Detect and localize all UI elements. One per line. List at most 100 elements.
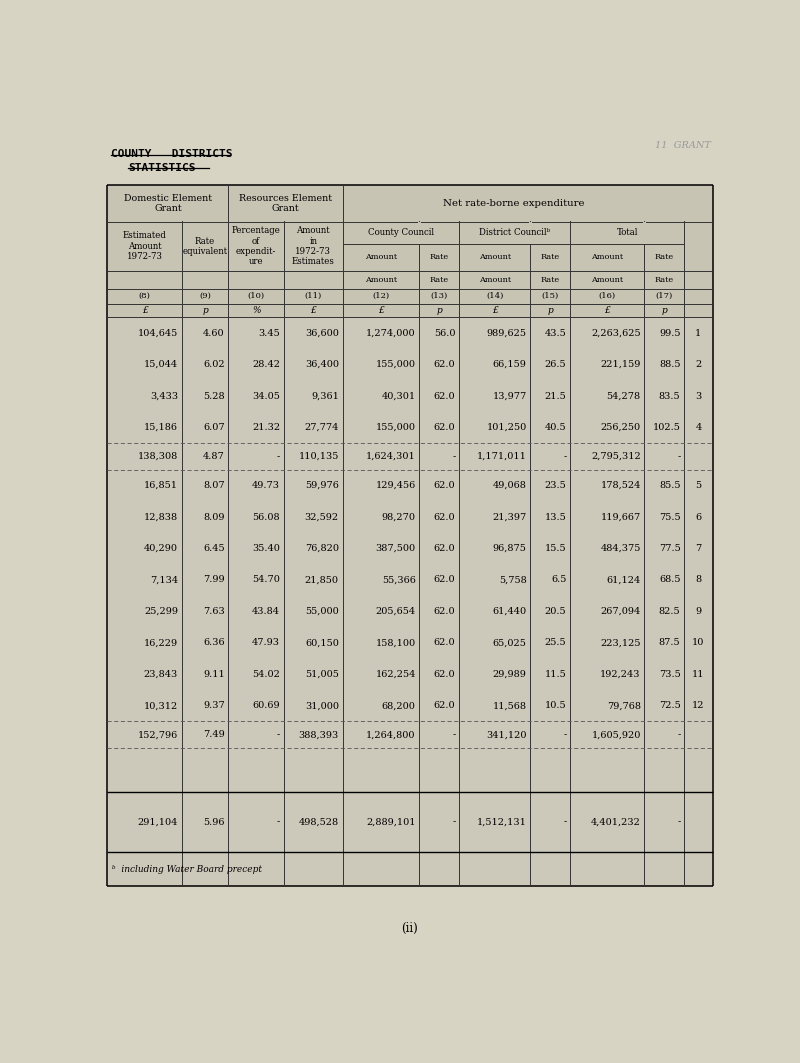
Text: 54,278: 54,278 [606, 391, 641, 401]
Text: 101,250: 101,250 [486, 423, 526, 432]
Text: 62.0: 62.0 [434, 512, 455, 522]
Text: 54.70: 54.70 [252, 575, 280, 585]
Text: 5,758: 5,758 [499, 575, 526, 585]
Text: Total: Total [616, 229, 638, 237]
Text: 40.5: 40.5 [545, 423, 566, 432]
Text: Rate: Rate [654, 253, 674, 261]
Text: COUNTY   DISTRICTS: COUNTY DISTRICTS [111, 149, 233, 158]
Text: 387,500: 387,500 [376, 544, 416, 553]
Text: 73.5: 73.5 [658, 670, 681, 679]
Text: 23,843: 23,843 [144, 670, 178, 679]
Text: -: - [277, 730, 280, 740]
Text: 2,263,625: 2,263,625 [591, 328, 641, 338]
Text: 8.09: 8.09 [203, 512, 225, 522]
Text: 6: 6 [695, 512, 702, 522]
Text: (8): (8) [138, 292, 150, 300]
Text: (16): (16) [598, 292, 616, 300]
Text: 40,290: 40,290 [144, 544, 178, 553]
Text: 3,433: 3,433 [150, 391, 178, 401]
Text: -: - [563, 452, 566, 461]
Text: 13.5: 13.5 [545, 512, 566, 522]
Text: 12,838: 12,838 [144, 512, 178, 522]
Text: 96,875: 96,875 [493, 544, 526, 553]
Text: 16,851: 16,851 [144, 482, 178, 490]
Text: 388,393: 388,393 [298, 730, 339, 740]
Text: (9): (9) [199, 292, 211, 300]
Text: 162,254: 162,254 [375, 670, 416, 679]
Text: 11.5: 11.5 [545, 670, 566, 679]
Text: 484,375: 484,375 [600, 544, 641, 553]
Text: 5.28: 5.28 [203, 391, 225, 401]
Text: 3: 3 [695, 391, 702, 401]
Text: 59,976: 59,976 [305, 482, 339, 490]
Text: -: - [678, 730, 681, 740]
Bar [180, 186, 184, 221]
Text: 6.02: 6.02 [203, 360, 225, 369]
Text: 68.5: 68.5 [659, 575, 681, 585]
Text: 1,171,011: 1,171,011 [477, 452, 526, 461]
Text: 15,186: 15,186 [144, 423, 178, 432]
Text: (14): (14) [486, 292, 503, 300]
Text: 104,645: 104,645 [138, 328, 178, 338]
Text: £: £ [142, 306, 147, 315]
Text: (11): (11) [305, 292, 322, 300]
Text: 16,229: 16,229 [144, 639, 178, 647]
Text: 10.5: 10.5 [545, 702, 566, 710]
Text: 341,120: 341,120 [486, 730, 526, 740]
Text: 4: 4 [695, 423, 702, 432]
Text: 98,270: 98,270 [382, 512, 416, 522]
Text: 31,000: 31,000 [305, 702, 339, 710]
Text: 1,264,800: 1,264,800 [366, 730, 416, 740]
Text: 2,889,101: 2,889,101 [366, 817, 416, 827]
Text: ᵇ  including Water Board precept: ᵇ including Water Board precept [112, 864, 262, 874]
Text: (15): (15) [542, 292, 559, 300]
Text: 62.0: 62.0 [434, 360, 455, 369]
Text: -: - [563, 817, 566, 827]
Text: Net rate-borne expenditure: Net rate-borne expenditure [442, 199, 584, 207]
Text: Amount: Amount [365, 275, 397, 284]
Text: 1: 1 [695, 328, 702, 338]
Text: 6.5: 6.5 [551, 575, 566, 585]
Text: %: % [252, 306, 261, 315]
Text: 21,397: 21,397 [493, 512, 526, 522]
Text: (ii): (ii) [402, 922, 418, 934]
Text: 62.0: 62.0 [434, 544, 455, 553]
Text: Amount
in
1972-73
Estimates: Amount in 1972-73 Estimates [292, 226, 334, 267]
Text: Amount: Amount [478, 253, 511, 261]
Text: 129,456: 129,456 [375, 482, 416, 490]
Text: 5.96: 5.96 [203, 817, 225, 827]
Text: 1,274,000: 1,274,000 [366, 328, 416, 338]
Text: 47.93: 47.93 [252, 639, 280, 647]
Text: 83.5: 83.5 [659, 391, 681, 401]
Text: £: £ [310, 306, 316, 315]
Text: 62.0: 62.0 [434, 391, 455, 401]
Text: 56.0: 56.0 [434, 328, 455, 338]
Text: Estimated
Amount
1972-73: Estimated Amount 1972-73 [122, 232, 166, 261]
Text: £: £ [378, 306, 384, 315]
Text: 989,625: 989,625 [486, 328, 526, 338]
Text: 205,654: 205,654 [376, 607, 416, 615]
Text: p: p [202, 306, 208, 315]
Text: 62.0: 62.0 [434, 423, 455, 432]
Text: Rate: Rate [541, 253, 560, 261]
Text: 119,667: 119,667 [601, 512, 641, 522]
Text: 43.5: 43.5 [545, 328, 566, 338]
Text: 3.45: 3.45 [258, 328, 280, 338]
Text: 9,361: 9,361 [311, 391, 339, 401]
Text: 11  GRANT: 11 GRANT [655, 141, 710, 151]
Bar [568, 186, 572, 221]
Text: 155,000: 155,000 [376, 423, 416, 432]
Text: 8: 8 [695, 575, 702, 585]
Text: -: - [678, 452, 681, 461]
Text: 35.40: 35.40 [252, 544, 280, 553]
Text: 223,125: 223,125 [600, 639, 641, 647]
Text: County Council: County Council [368, 229, 434, 237]
Text: 110,135: 110,135 [298, 452, 339, 461]
Text: -: - [277, 817, 280, 827]
Text: 49.73: 49.73 [252, 482, 280, 490]
Text: 11,568: 11,568 [493, 702, 526, 710]
Text: Rate: Rate [654, 275, 674, 284]
Text: 62.0: 62.0 [434, 482, 455, 490]
Text: 65,025: 65,025 [493, 639, 526, 647]
Bar [642, 222, 646, 243]
